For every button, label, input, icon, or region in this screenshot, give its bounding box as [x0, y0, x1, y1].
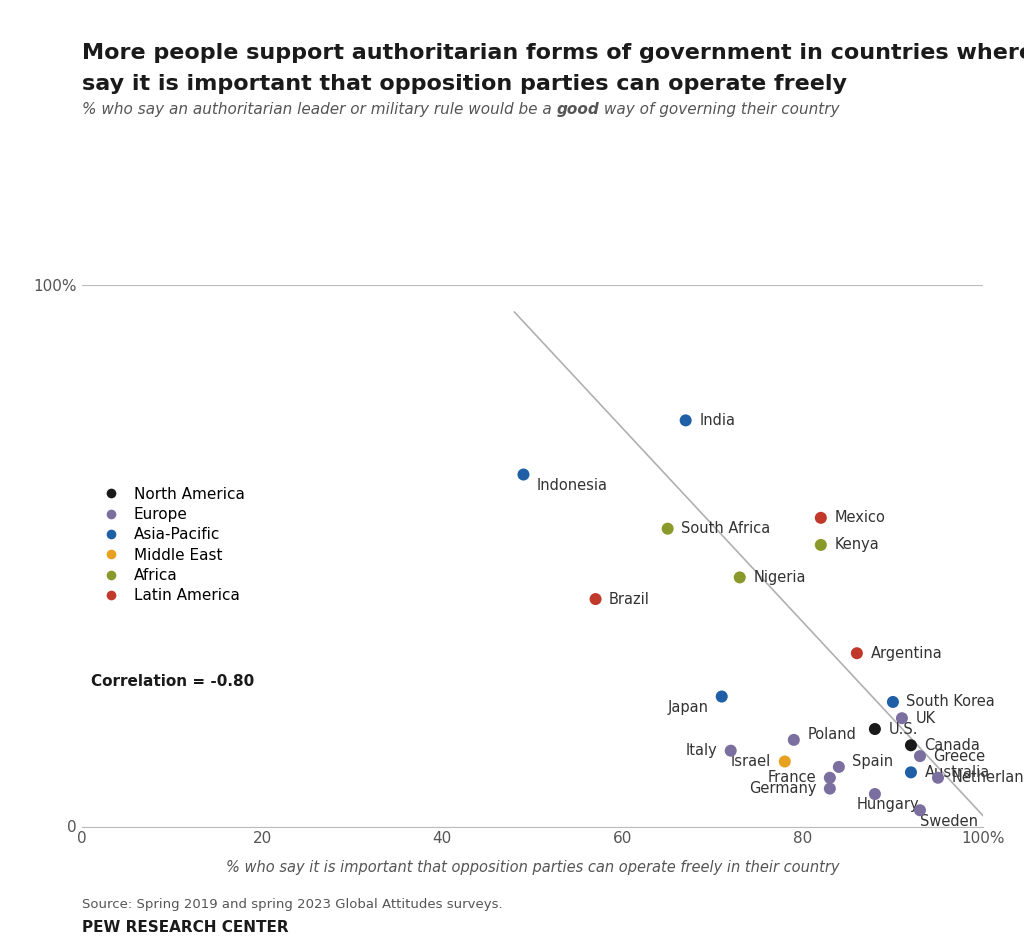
Text: India: India — [699, 413, 735, 428]
Point — [588, 592, 604, 607]
Point — [723, 743, 739, 758]
Text: Poland: Poland — [807, 727, 856, 742]
Text: Sweden: Sweden — [920, 813, 978, 828]
Text: Mexico: Mexico — [835, 510, 885, 525]
Text: Germany: Germany — [749, 781, 816, 796]
Point — [813, 538, 829, 553]
Point — [903, 765, 920, 780]
Text: Canada: Canada — [925, 738, 980, 752]
Point — [911, 803, 928, 818]
Point — [714, 689, 730, 704]
Point — [659, 521, 676, 536]
Text: UK: UK — [915, 711, 936, 726]
Text: Nigeria: Nigeria — [754, 570, 806, 585]
Text: South Korea: South Korea — [906, 694, 995, 710]
Point — [885, 694, 901, 710]
Point — [830, 759, 847, 774]
Point — [894, 711, 910, 726]
Point — [821, 770, 838, 786]
Point — [515, 466, 531, 482]
Point — [903, 737, 920, 752]
Point — [866, 721, 883, 736]
Point — [785, 732, 802, 748]
Text: France: France — [768, 770, 816, 786]
Text: % who say an authoritarian leader or military rule would be a: % who say an authoritarian leader or mil… — [82, 102, 557, 117]
Point — [813, 510, 829, 525]
Text: Netherlands: Netherlands — [951, 770, 1024, 786]
Text: Brazil: Brazil — [609, 592, 650, 606]
Text: way of governing their country: way of governing their country — [599, 102, 840, 117]
X-axis label: % who say it is important that opposition parties can operate freely in their co: % who say it is important that oppositio… — [225, 861, 840, 875]
Text: Australia: Australia — [925, 765, 990, 780]
Text: Japan: Japan — [668, 700, 709, 714]
Point — [776, 754, 793, 770]
Point — [849, 646, 865, 661]
Text: say it is important that opposition parties can operate freely: say it is important that opposition part… — [82, 74, 847, 94]
Legend: North America, Europe, Asia-Pacific, Middle East, Africa, Latin America: North America, Europe, Asia-Pacific, Mid… — [89, 481, 251, 609]
Point — [678, 412, 694, 428]
Point — [821, 781, 838, 796]
Text: Source: Spring 2019 and spring 2023 Global Attitudes surveys.: Source: Spring 2019 and spring 2023 Glob… — [82, 898, 503, 911]
Text: Italy: Italy — [685, 743, 717, 758]
Text: Greece: Greece — [934, 749, 986, 764]
Text: PEW RESEARCH CENTER: PEW RESEARCH CENTER — [82, 920, 289, 935]
Text: Israel: Israel — [731, 754, 771, 769]
Text: Indonesia: Indonesia — [537, 478, 608, 493]
Point — [866, 787, 883, 802]
Text: Argentina: Argentina — [870, 646, 942, 660]
Text: good: good — [557, 102, 599, 117]
Text: Correlation = -0.80: Correlation = -0.80 — [91, 674, 254, 689]
Text: South Africa: South Africa — [681, 522, 770, 536]
Text: U.S.: U.S. — [889, 722, 918, 736]
Point — [911, 749, 928, 764]
Text: Hungary: Hungary — [857, 797, 920, 812]
Text: Spain: Spain — [852, 754, 894, 769]
Text: Kenya: Kenya — [835, 538, 880, 552]
Point — [930, 770, 946, 786]
Point — [731, 570, 748, 585]
Text: More people support authoritarian forms of government in countries where fewer: More people support authoritarian forms … — [82, 43, 1024, 63]
